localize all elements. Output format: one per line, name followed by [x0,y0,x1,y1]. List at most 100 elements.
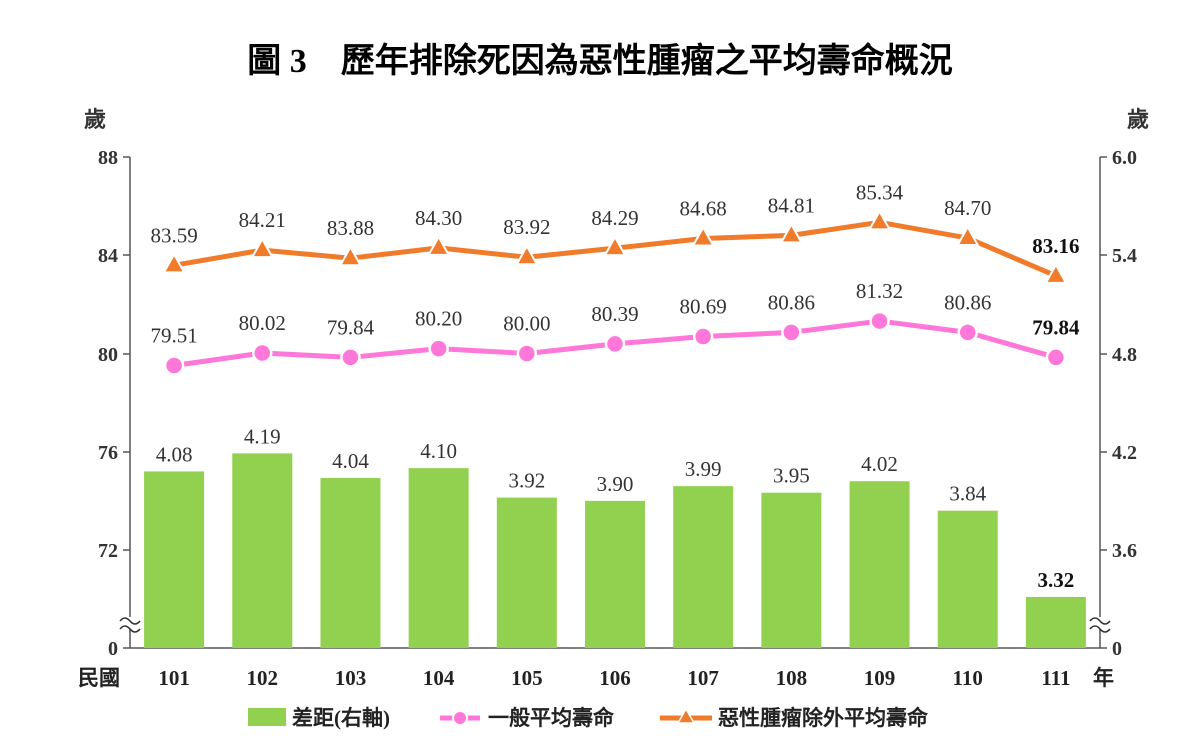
general-point-111 [1045,347,1067,368]
bar-series [144,453,1086,648]
x-tick-label: 102 [247,666,279,690]
excl-cancer-value-label: 83.92 [503,215,550,239]
x-tick-label: 105 [511,666,543,690]
bar-value-label: 3.92 [508,469,545,493]
right-axis-break [1089,617,1111,633]
general-point-108 [781,322,802,343]
left-tick-label: 88 [98,147,118,169]
left-tick-label: 0 [108,638,118,660]
axis-break-wave [119,625,141,633]
general-value-label: 81.32 [856,279,903,303]
line-series [162,209,1068,376]
excl-cancer-value-label: 84.68 [680,197,727,221]
x-tick-label: 101 [158,666,190,690]
left-axis-break [119,617,141,633]
bar-gap-110 [937,510,998,648]
x-axis: 民國 101 102 103 104 105 106 107 108 109 110 111 年 [78,666,1114,690]
left-axis-unit: 歲 [84,107,106,132]
axis-break-wave [119,617,141,625]
general-value-label: 79.84 [327,315,375,339]
bar-value-label: 3.90 [597,472,634,496]
general-point-104 [428,338,449,359]
excl-cancer-point-109 [867,209,892,231]
excl-cancer-value-label: 84.30 [415,206,462,230]
general-point-110 [957,322,978,343]
general-value-label: 80.69 [680,295,727,319]
bar-value-label: 4.19 [244,424,281,448]
general-value-label: 79.84 [1032,315,1080,339]
x-tick-label: 111 [1041,666,1070,690]
right-axis-unit: 歲 [1127,107,1149,132]
bar-value-label: 4.10 [420,439,457,463]
bar-gap-102 [232,453,293,648]
right-tick-label: 6.0 [1112,147,1137,169]
bar-gap-108 [761,492,822,648]
excl-cancer-value-label: 83.59 [150,223,197,247]
x-tick-label: 108 [776,666,808,690]
general-value-label: 80.20 [415,307,462,331]
excl-cancer-point-111 [1044,262,1068,284]
axis-break-wave [1089,617,1111,625]
legend-general-marker [452,710,468,726]
legend-excl-cancer-label: 惡性腫瘤除外平均壽命 [718,706,929,730]
bar-value-label: 3.84 [949,482,986,506]
bar-gap-101 [144,471,205,648]
legend: 差距(右軸) 一般平均壽命 惡性腫瘤除外平均壽命 [248,706,929,730]
general-point-105 [516,343,538,364]
left-tick-label: 84 [98,245,118,267]
excl-cancer-value-label: 84.21 [239,208,286,232]
data-labels: 4.08 4.19 4.04 4.10 3.92 3.90 3.99 3.95 4.02 3.84… [150,180,1080,592]
general-value-label: 80.02 [239,311,286,335]
x-tick-label: 110 [953,666,983,690]
bar-gap-106 [585,500,645,648]
general-value-label: 79.51 [150,324,197,348]
general-point-107 [692,326,714,347]
bar-gap-107 [673,486,734,648]
general-value-label: 80.39 [591,302,638,326]
left-tick-label: 72 [98,540,118,562]
right-tick-label: 0 [1112,638,1122,660]
bar-value-label: 3.99 [685,457,722,481]
general-value-label: 80.00 [503,312,550,336]
bar-gap-109 [849,481,910,648]
excl-cancer-point-105 [515,244,539,266]
general-value-label: 80.86 [768,290,815,314]
left-tick-label: 80 [98,344,118,366]
right-tick-label: 3.6 [1112,540,1137,562]
x-axis-suffix: 年 [1093,666,1114,690]
right-tick-label: 5.4 [1112,245,1137,267]
axis-break-wave [1089,625,1111,633]
general-point-106 [604,333,626,355]
excl-cancer-point-108 [779,222,804,244]
general-point-103 [340,347,361,368]
bar-gap-103 [320,477,381,648]
legend-excl-cancer-marker [676,707,696,724]
bar-value-label: 4.08 [156,442,193,466]
excl-cancer-value-label: 84.29 [591,206,638,230]
excl-cancer-point-103 [338,245,363,267]
legend-bar-swatch [248,708,286,726]
general-point-109 [869,310,890,332]
bar-gap-104 [408,468,469,648]
x-tick-label: 106 [599,666,631,690]
bar-value-label: 3.95 [773,464,810,488]
excl-cancer-value-label: 84.70 [944,196,991,220]
x-tick-label: 107 [687,666,719,690]
legend-general-label: 一般平均壽命 [488,706,615,730]
excl-cancer-point-107 [691,225,715,247]
x-tick-label: 109 [864,666,896,690]
excl-cancer-value-label: 84.81 [768,193,815,217]
bar-value-label: 4.04 [332,449,369,473]
legend-bar-label: 差距(右軸) [292,706,390,730]
excl-cancer-point-110 [956,224,980,247]
excl-cancer-point-101 [162,252,186,274]
general-point-101 [163,355,185,376]
x-axis-prefix: 民國 [78,666,120,690]
excl-cancer-value-label: 83.16 [1032,234,1079,258]
x-tick-label: 104 [423,666,455,690]
excl-cancer-point-106 [603,235,627,257]
chart-title: 圖 3 歷年排除死因為惡性腫瘤之平均壽命概況 [247,41,953,80]
left-tick-label: 76 [98,442,118,464]
right-tick-label: 4.8 [1112,344,1137,366]
x-tick-label: 103 [335,666,367,690]
